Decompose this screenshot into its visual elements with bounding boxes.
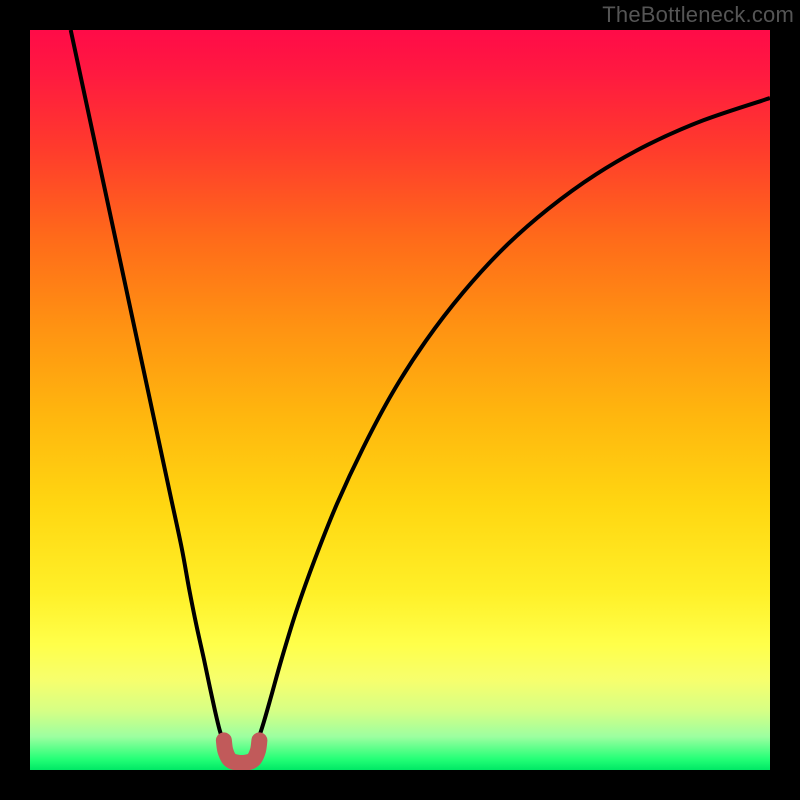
stage: TheBottleneck.com <box>0 0 800 800</box>
watermark-text: TheBottleneck.com <box>602 2 794 28</box>
plot-area <box>30 30 770 770</box>
chart-svg <box>30 30 770 770</box>
